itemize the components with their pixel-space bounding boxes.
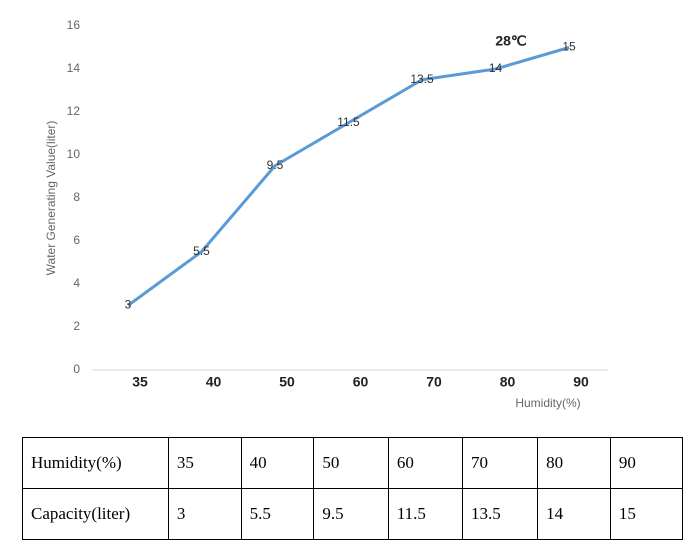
y-tick-label: 2 [73,319,80,333]
data-label: 11.5 [337,115,360,129]
table-cell: 5.5 [240,488,315,540]
table-cell: 70 [461,437,539,489]
x-tick-label: 70 [426,374,442,390]
x-tick-label: 40 [206,374,222,390]
y-tick-label: 16 [67,18,81,32]
data-label: 5.5 [193,244,210,258]
data-table: Humidity(%) 35 40 50 60 70 80 90 Capacity(liter)… [22,437,684,540]
table-cell: 3 [167,488,242,540]
y-tick-label: 6 [73,233,80,247]
annotation: 28℃ [495,33,527,49]
data-label: 3 [125,298,132,312]
y-tick-label: 4 [73,276,80,290]
table-cell: 35 [167,437,242,489]
table-cell: 13.5 [461,488,539,540]
line [127,46,570,307]
y-tick-label: 8 [73,190,80,204]
table-cell: 14 [537,488,611,540]
x-tick-label: 50 [279,374,295,390]
data-label: 13.5 [410,72,434,86]
table-cell: Humidity(%) [22,437,169,489]
table-cell: 90 [609,437,684,489]
y-tick-label: 14 [67,61,81,75]
table-cell: 11.5 [387,488,463,540]
table-cell: Capacity(liter) [22,488,169,540]
table-cell: 40 [240,437,315,489]
table-cell: 15 [609,488,684,540]
y-tick-label: 10 [67,147,81,161]
table-row: Capacity(liter) 3 5.5 9.5 11.5 13.5 14 15 [22,488,684,540]
table-cell: 80 [537,437,611,489]
x-axis-label: Humidity(%) [515,396,580,410]
table-cell: 9.5 [313,488,389,540]
x-tick-label: 80 [500,374,516,390]
y-axis-label: Water Generating Value(liter) [44,121,58,276]
x-tick-label: 60 [353,374,369,390]
table-cell: 60 [387,437,463,489]
y-tick-label: 0 [73,362,80,376]
x-tick-label: 35 [132,374,148,390]
data-label: 14 [489,61,503,75]
table-cell: 50 [313,437,389,489]
data-label: 9.5 [267,158,284,172]
x-tick-label: 90 [573,374,589,390]
y-tick-label: 12 [67,104,81,118]
table-row: Humidity(%) 35 40 50 60 70 80 90 [22,437,684,489]
chart: Water Generating Value(liter) Humidity(%… [44,18,608,410]
data-label: 15 [562,40,576,54]
